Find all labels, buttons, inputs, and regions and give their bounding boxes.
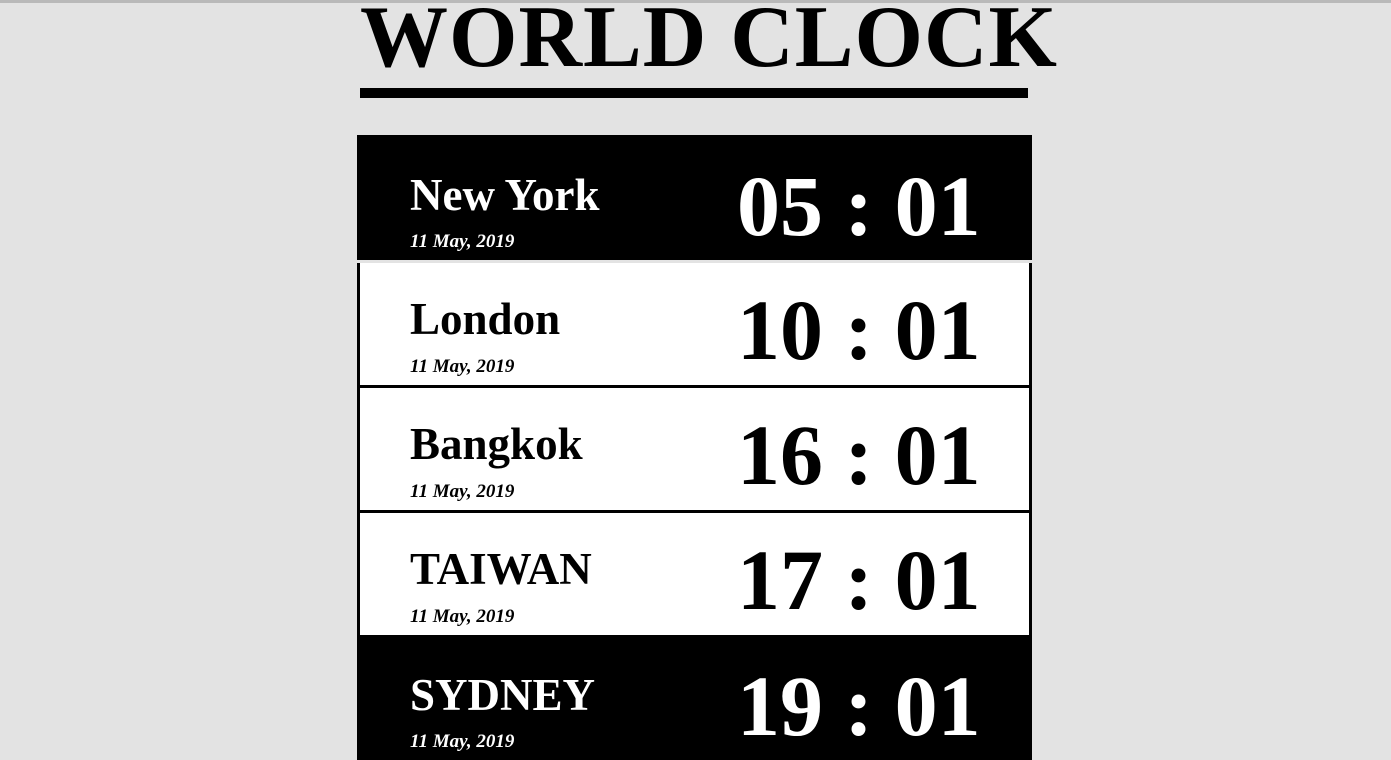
city-name: TAIWAN	[410, 544, 592, 594]
city-time: 05 : 01	[737, 158, 981, 254]
city-date: 11 May, 2019	[410, 356, 515, 377]
top-border	[0, 0, 1391, 3]
clock-row-sydney: SYDNEY 11 May, 2019 19 : 01	[357, 635, 1032, 760]
clock-row-taiwan: TAIWAN 11 May, 2019 17 : 01	[357, 513, 1032, 638]
city-date: 11 May, 2019	[410, 481, 515, 502]
clock-list: New York 11 May, 2019 05 : 01 London 11 …	[357, 135, 1032, 760]
city-time: 16 : 01	[737, 407, 981, 503]
city-name: London	[410, 294, 561, 344]
city-time: 17 : 01	[737, 532, 981, 628]
page-title: WORLD CLOCK	[360, 0, 1058, 86]
city-name: New York	[410, 170, 600, 220]
clock-row-new-york: New York 11 May, 2019 05 : 01	[357, 135, 1032, 260]
city-time: 19 : 01	[737, 658, 981, 754]
clock-row-london: London 11 May, 2019 10 : 01	[357, 263, 1032, 388]
city-date: 11 May, 2019	[410, 606, 515, 627]
city-date: 11 May, 2019	[410, 731, 515, 752]
city-date: 11 May, 2019	[410, 231, 515, 252]
title-underline	[360, 88, 1028, 98]
city-name: Bangkok	[410, 419, 583, 469]
city-time: 10 : 01	[737, 282, 981, 378]
city-name: SYDNEY	[410, 670, 596, 720]
clock-row-bangkok: Bangkok 11 May, 2019 16 : 01	[357, 388, 1032, 513]
